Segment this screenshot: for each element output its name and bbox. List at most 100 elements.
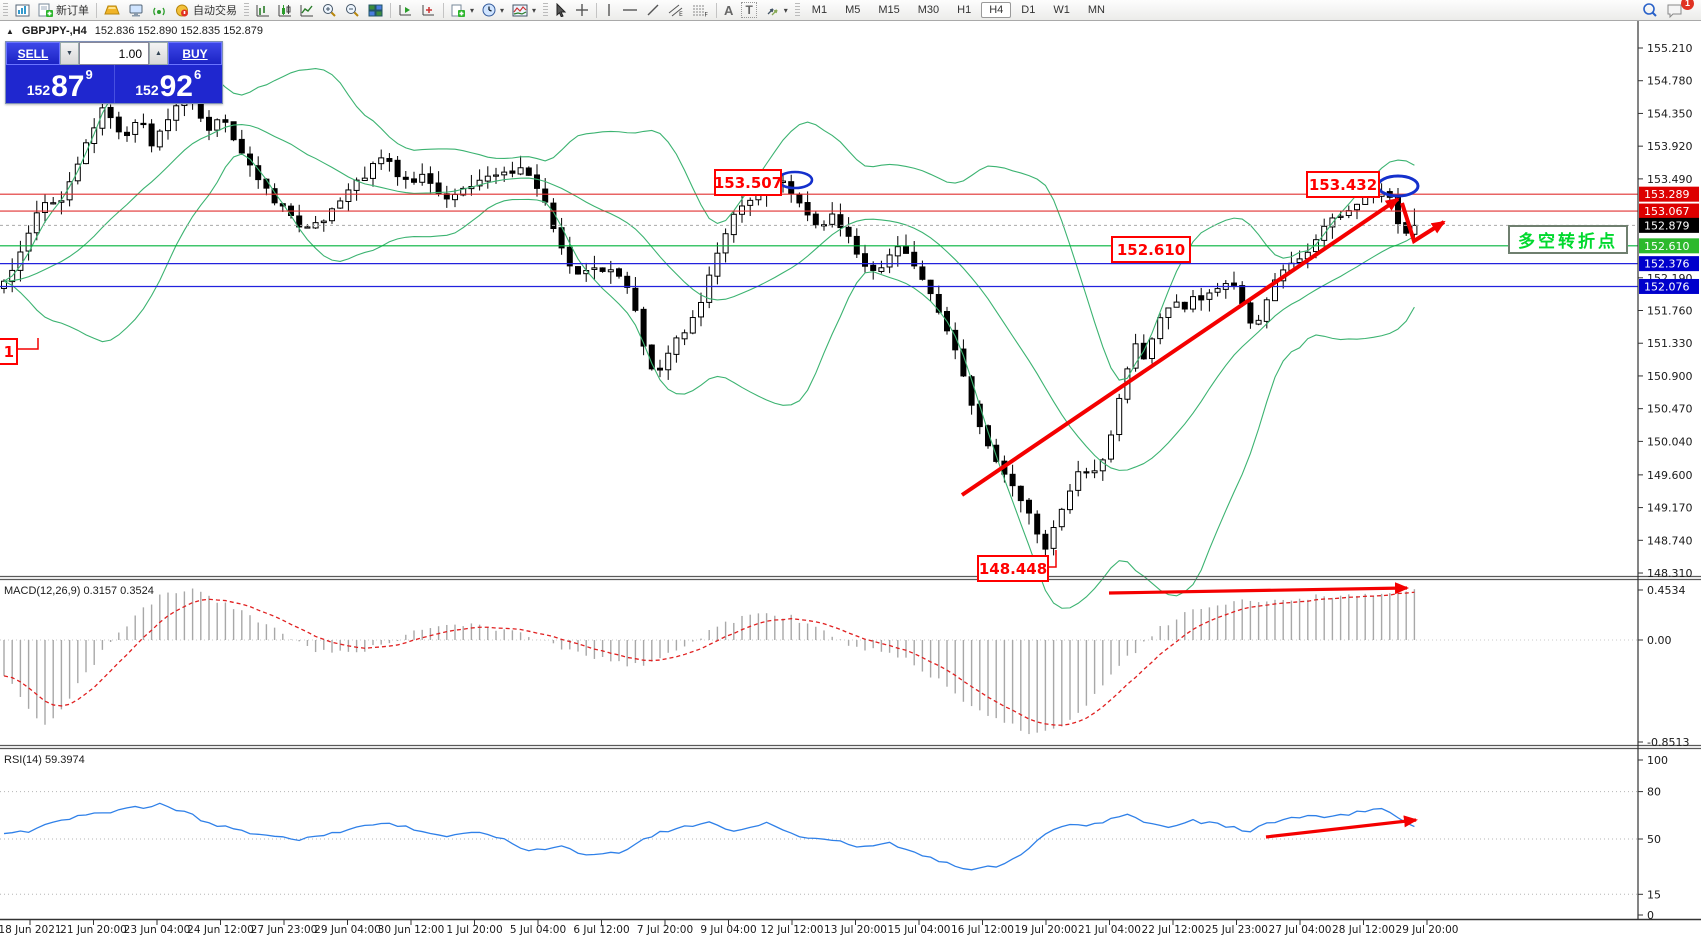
horizontal-line-button[interactable] <box>618 3 642 17</box>
price-badge-text: 152.610 <box>1644 240 1690 253</box>
indicators-button[interactable]: ▾ <box>508 3 540 18</box>
price-badge-152.076 <box>1639 278 1699 294</box>
macd-trend-arrow[interactable] <box>1108 582 1409 595</box>
gold-button[interactable] <box>100 3 124 17</box>
annotation-swing-high-1[interactable]: 153.507 <box>714 169 782 196</box>
one-click-trading-panel: SELL ▼ 1.00 ▲ BUY 152 87 9 152 92 6 <box>5 41 223 104</box>
volume-input[interactable]: 1.00 <box>79 42 149 65</box>
new-order-button[interactable]: 新订单 <box>34 1 93 19</box>
horizontal-line-icon <box>623 9 638 11</box>
price-tick: 148.310 <box>1647 567 1693 580</box>
computer-icon <box>129 4 143 16</box>
rsi-trend-arrow[interactable] <box>1265 815 1418 839</box>
volume-increase-button[interactable]: ▲ <box>149 42 168 65</box>
macd-axis-tick: -0.8513 <box>1647 736 1689 749</box>
timeframe-button-MN[interactable]: MN <box>1087 4 1105 16</box>
timeframe-button-H1[interactable]: H1 <box>957 4 972 16</box>
toolbar-separator <box>596 2 598 18</box>
rsi-axis-tick: 0 <box>1647 909 1654 922</box>
chart-header: ▲ GBPJPY-,H4 152.836 152.890 152.835 152… <box>6 25 263 37</box>
toolbar-grip[interactable] <box>244 3 249 17</box>
timeframe-button-M5[interactable]: M5 <box>845 4 861 16</box>
price-axis[interactable]: 155.210154.780154.350153.920153.490152.1… <box>1638 42 1699 580</box>
fibonacci-icon: F <box>693 5 709 18</box>
svg-text:F: F <box>705 12 709 18</box>
timeframe-button-M30[interactable]: M30 <box>917 4 940 16</box>
candlestick-button[interactable] <box>274 3 296 18</box>
toolbar-grip[interactable] <box>3 3 8 17</box>
time-tick-label: 22 Jul 12:00 <box>1142 924 1205 936</box>
line-chart-button[interactable] <box>296 3 318 18</box>
timeframe-button-M15[interactable]: M15 <box>878 4 900 16</box>
timeframe-button-M1[interactable]: M1 <box>811 4 828 16</box>
rsi-label: RSI(14) 59.3974 <box>4 754 85 766</box>
market-button[interactable] <box>124 3 148 18</box>
cursor-button[interactable] <box>551 2 571 18</box>
sell-price[interactable]: 152 87 9 <box>6 65 115 103</box>
notification-badge: 1 <box>1681 0 1694 10</box>
sell-button[interactable]: SELL <box>6 42 60 65</box>
text-label-button[interactable]: T <box>737 1 760 19</box>
trendline-button[interactable] <box>642 2 664 18</box>
crosshair-button[interactable] <box>571 2 593 18</box>
rsi-line <box>3 802 1415 871</box>
price-badge-152.376 <box>1639 256 1699 272</box>
zoom-out-icon <box>346 4 359 17</box>
toolbar: 新订单 自动交易 ▾ ▾ <box>0 0 1701 21</box>
panel-collapse-icon[interactable]: ▲ <box>6 26 14 36</box>
chart-shift-button[interactable] <box>417 3 440 18</box>
price-badge-text: 152.879 <box>1644 219 1690 232</box>
annotation-support-mid[interactable]: 152.610 <box>1111 236 1191 263</box>
price-tick: 153.920 <box>1647 140 1693 153</box>
dropdown-caret: ▾ <box>500 5 505 15</box>
zoom-in-button[interactable] <box>318 2 341 18</box>
chart-window-icon[interactable] <box>11 3 34 18</box>
buy-price[interactable]: 152 92 6 <box>115 65 223 103</box>
timeframe-button-D1[interactable]: D1 <box>1021 4 1036 16</box>
volume-decrease-button[interactable]: ▼ <box>60 42 79 65</box>
vertical-line-icon <box>608 4 610 16</box>
zoom-out-button[interactable] <box>341 2 364 18</box>
buy-price-prefix: 152 <box>135 82 159 98</box>
channel-button[interactable]: E <box>664 2 688 18</box>
annotation-left-partial[interactable]: 1 <box>0 338 18 365</box>
annotation-note[interactable]: 多空转折点 <box>1508 225 1628 254</box>
sell-price-big: 87 <box>51 70 85 103</box>
pullback-arrow[interactable] <box>1400 202 1446 245</box>
price-tick: 154.780 <box>1647 75 1693 88</box>
auto-trading-button[interactable]: 自动交易 <box>171 1 241 19</box>
macd-axis-tick: 0.4534 <box>1647 584 1686 597</box>
cursor-icon <box>556 3 567 17</box>
timeframe-button-W1[interactable]: W1 <box>1053 4 1070 16</box>
auto-scroll-button[interactable] <box>394 3 417 18</box>
tile-windows-button[interactable] <box>364 3 387 18</box>
toolbar-separator <box>443 2 444 18</box>
rsi-axis-tick: 15 <box>1647 888 1661 901</box>
sell-price-prefix: 152 <box>26 82 51 98</box>
periods-button[interactable]: ▾ <box>478 2 508 18</box>
toolbar-grip[interactable] <box>543 3 549 17</box>
arrows-tool-button[interactable]: ▾ <box>761 3 792 18</box>
vertical-line-button[interactable] <box>600 2 618 18</box>
annotation-swing-low[interactable]: 148.448 <box>977 555 1049 582</box>
fibonacci-button[interactable]: F <box>688 2 713 18</box>
search-button[interactable] <box>1638 1 1662 19</box>
crosshair-icon <box>576 4 589 16</box>
bar-chart-button[interactable] <box>252 3 274 18</box>
toolbar-grip[interactable] <box>794 3 800 17</box>
new-template-button[interactable]: ▾ <box>447 2 478 18</box>
buy-button[interactable]: BUY <box>168 42 222 65</box>
annotation-swing-high-2[interactable]: 153.432 <box>1306 171 1380 198</box>
signals-button[interactable] <box>148 3 171 18</box>
auto-trading-label: 自动交易 <box>193 5 237 17</box>
time-tick-label: 5 Jul 04:00 <box>510 924 566 936</box>
trend-arrow-up[interactable] <box>960 197 1400 497</box>
text-tool-button[interactable]: A <box>720 2 737 19</box>
toolbar-separator <box>390 2 391 18</box>
notifications-button[interactable]: 1 <box>1662 0 1694 19</box>
timeframe-button-H4[interactable]: H4 <box>981 2 1012 18</box>
indicators-icon <box>512 4 528 16</box>
